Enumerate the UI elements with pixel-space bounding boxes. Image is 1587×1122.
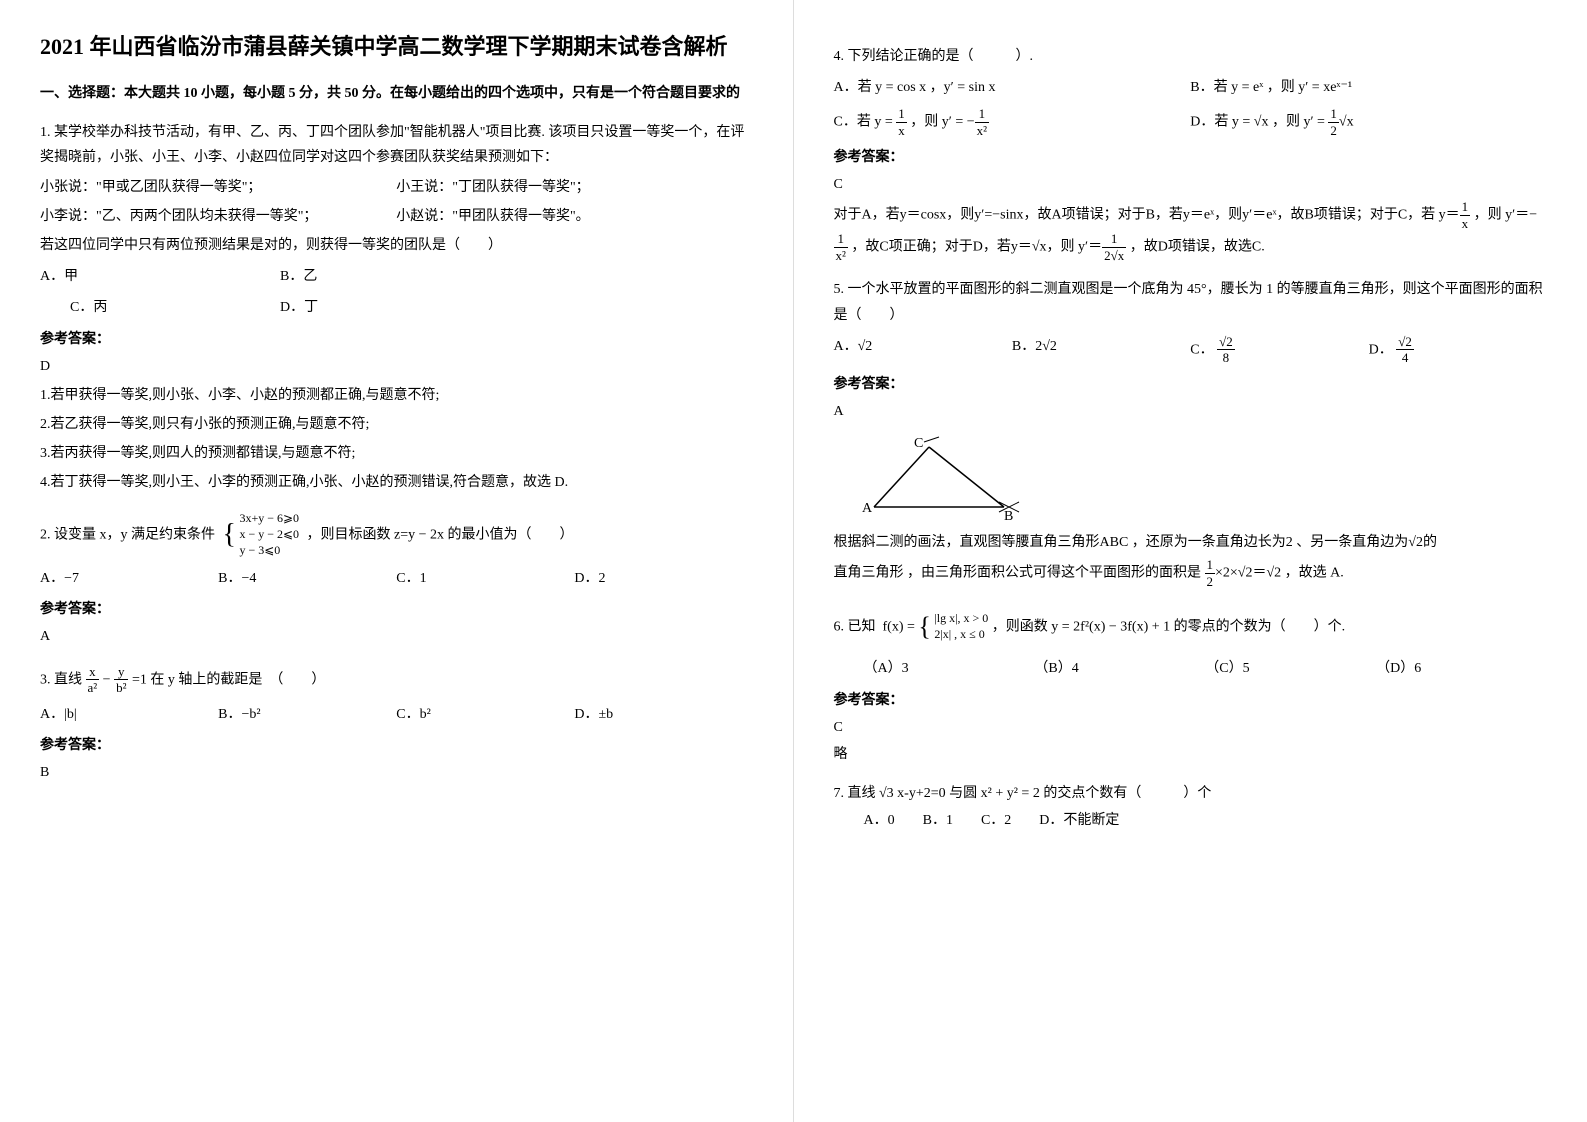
svg-text:A: A: [862, 501, 873, 516]
q4-explanation: 对于A，若y＝cosx，则y′=−sinx，故A项错误；对于B，若y＝eˣ，则y…: [834, 199, 1548, 263]
q3-opt-a: A．|b|: [40, 702, 198, 727]
q6-answer: C: [834, 715, 1548, 740]
question-3: 3. 直线 xa² − yb² =1 在 y 轴上的截距是 （ ） A．|b| …: [40, 664, 753, 786]
q7-options: A．0 B．1 C．2 D．不能断定: [834, 808, 1548, 833]
q2-stem-pre: 2. 设变量 x，y 满足约束条件: [40, 527, 215, 542]
q1-opt-b: B．乙: [280, 264, 480, 289]
q6-opt-b: （B）4: [1034, 656, 1185, 681]
q4-opt-b: B．若 y = eˣ ，则 y′ = xeˣ⁻¹: [1190, 75, 1547, 100]
q2-cons1: 3x+y − 6⩾0: [239, 511, 299, 527]
q6-options: （A）3 （B）4 （C）5 （D）6: [834, 656, 1548, 681]
page-title: 2021 年山西省临汾市蒲县薛关镇中学高二数学理下学期期末试卷含解析: [40, 30, 753, 63]
question-1: 1. 某学校举办科技节活动，有甲、乙、丙、丁四个团队参加"智能机器人"项目比赛.…: [40, 120, 753, 495]
q1-answer: D: [40, 354, 753, 379]
triangle-diagram: A B C: [854, 432, 1034, 522]
q3-stem-rest: =1 在 y 轴上的截距是 （ ）: [132, 672, 325, 687]
left-column: 2021 年山西省临汾市蒲县薛关镇中学高二数学理下学期期末试卷含解析 一、选择题…: [0, 0, 794, 1122]
q6-opt-c: （C）5: [1205, 656, 1356, 681]
q1-li: 小李说："乙、丙两个团队均未获得一等奖"；: [40, 204, 396, 229]
answer-label: 参考答案：: [40, 733, 753, 758]
q2-stem-post: ，则目标函数 z=y − 2x 的最小值为（ ）: [307, 527, 574, 542]
q6-opt-d: （D）6: [1376, 656, 1527, 681]
q1-options: A．甲 B．乙: [40, 264, 753, 289]
question-4: 4. 下列结论正确的是（ ）. A．若 y = cos x ，y′ = sin …: [834, 44, 1548, 263]
q3-opt-b: B．−b²: [218, 702, 376, 727]
q1-stem2: 若这四位同学中只有两位预测结果是对的，则获得一等奖的团队是（ ）: [40, 233, 753, 258]
q1-zhao: 小赵说："甲团队获得一等奖"。: [396, 204, 752, 229]
q7-stem: 7. 直线 √3 x-y+2=0 与圆 x² + y² = 2 的交点个数有（ …: [834, 781, 1548, 806]
q1-ex3: 3.若丙获得一等奖,则四人的预测都错误,与题意不符;: [40, 441, 753, 466]
svg-text:C: C: [914, 436, 923, 451]
q3-stem: 3. 直线 xa² − yb² =1 在 y 轴上的截距是 （ ）: [40, 664, 753, 696]
q2-cons3: y − 3⩽0: [239, 543, 299, 559]
q2-answer: A: [40, 624, 753, 649]
q3-options: A．|b| B．−b² C．b² D．±b: [40, 702, 753, 727]
q4-answer: C: [834, 172, 1548, 197]
q3-opt-c: C．b²: [396, 702, 554, 727]
q2-opt-d: D．2: [574, 566, 732, 591]
q2-cons2: x − y − 2⩽0: [239, 527, 299, 543]
q1-opt-c: C．丙: [70, 295, 240, 320]
q2-opt-c: C．1: [396, 566, 554, 591]
q5-ex2: 直角三角形 ，由三角形面积公式可得这个平面图形的面积是 12×2×√2＝√2 ，…: [834, 557, 1548, 589]
q5-answer: A: [834, 399, 1548, 424]
q1-opt-d: D．丁: [280, 295, 400, 320]
q5-opt-d: D． √24: [1369, 334, 1527, 366]
q6-ex: 略: [834, 742, 1548, 767]
q1-zhang: 小张说："甲或乙团队获得一等奖"；: [40, 175, 396, 200]
svg-text:B: B: [1004, 509, 1013, 522]
q5-opt-b: B．2√2: [1012, 334, 1170, 366]
q4-opt-a: A．若 y = cos x ，y′ = sin x: [834, 75, 1191, 100]
section-heading: 一、选择题：本大题共 10 小题，每小题 5 分，共 50 分。在每小题给出的四…: [40, 81, 753, 106]
q1-wang: 小王说："丁团队获得一等奖"；: [396, 175, 752, 200]
answer-label: 参考答案：: [40, 327, 753, 352]
q3-stem-pre: 3. 直线: [40, 672, 82, 687]
q1-ex1: 1.若甲获得一等奖,则小张、小李、小赵的预测都正确,与题意不符;: [40, 383, 753, 408]
q6-fx2: 2|x| , x ≤ 0: [934, 627, 988, 643]
q6-fx1: |lg x|, x > 0: [934, 611, 988, 627]
q1-ex4: 4.若丁获得一等奖,则小王、小李的预测正确,小张、小赵的预测错误,符合题意，故选…: [40, 470, 753, 495]
q2-opt-b: B．−4: [218, 566, 376, 591]
q5-opt-a: A．√2: [834, 334, 992, 366]
question-2: 2. 设变量 x，y 满足约束条件 { 3x+y − 6⩾0 x − y − 2…: [40, 510, 753, 650]
q3-opt-d: D．±b: [574, 702, 732, 727]
q5-ex1: 根据斜二测的画法，直观图等腰直角三角形ABC ，还原为一条直角边长为2 、另一条…: [834, 530, 1548, 555]
answer-label: 参考答案：: [834, 372, 1548, 397]
answer-label: 参考答案：: [40, 597, 753, 622]
q2-opt-a: A．−7: [40, 566, 198, 591]
answer-label: 参考答案：: [834, 145, 1548, 170]
q5-opt-c: C． √28: [1190, 334, 1348, 366]
q6-stem: 6. 已知 f(x) = { |lg x|, x > 0 2|x| , x ≤ …: [834, 604, 1548, 651]
q5-options: A．√2 B．2√2 C． √28 D． √24: [834, 334, 1548, 366]
q6-opt-a: （A）3: [864, 656, 1015, 681]
question-6: 6. 已知 f(x) = { |lg x|, x > 0 2|x| , x ≤ …: [834, 604, 1548, 768]
q1-options2: C．丙 D．丁: [40, 295, 753, 320]
q4-stem: 4. 下列结论正确的是（ ）.: [834, 44, 1548, 69]
q2-options: A．−7 B．−4 C．1 D．2: [40, 566, 753, 591]
q4-opt-d: D．若 y = √x ，则 y′ = 12√x: [1190, 106, 1547, 138]
q4-opt-c: C．若 y = 1x ，则 y′ = −1x²: [834, 106, 1191, 138]
q2-stem: 2. 设变量 x，y 满足约束条件 { 3x+y − 6⩾0 x − y − 2…: [40, 510, 753, 560]
answer-label: 参考答案：: [834, 688, 1548, 713]
q1-opt-a: A．甲: [40, 264, 240, 289]
question-7: 7. 直线 √3 x-y+2=0 与圆 x² + y² = 2 的交点个数有（ …: [834, 781, 1548, 833]
q5-stem: 5. 一个水平放置的平面图形的斜二测直观图是一个底角为 45°，腰长为 1 的等…: [834, 277, 1548, 327]
question-5: 5. 一个水平放置的平面图形的斜二测直观图是一个底角为 45°，腰长为 1 的等…: [834, 277, 1548, 589]
q1-ex2: 2.若乙获得一等奖,则只有小张的预测正确,与题意不符;: [40, 412, 753, 437]
q3-answer: B: [40, 760, 753, 785]
q1-stem: 1. 某学校举办科技节活动，有甲、乙、丙、丁四个团队参加"智能机器人"项目比赛.…: [40, 120, 753, 170]
q1-explanation: 1.若甲获得一等奖,则小张、小李、小赵的预测都正确,与题意不符; 2.若乙获得一…: [40, 383, 753, 496]
right-column: 4. 下列结论正确的是（ ）. A．若 y = cos x ，y′ = sin …: [794, 0, 1587, 1122]
